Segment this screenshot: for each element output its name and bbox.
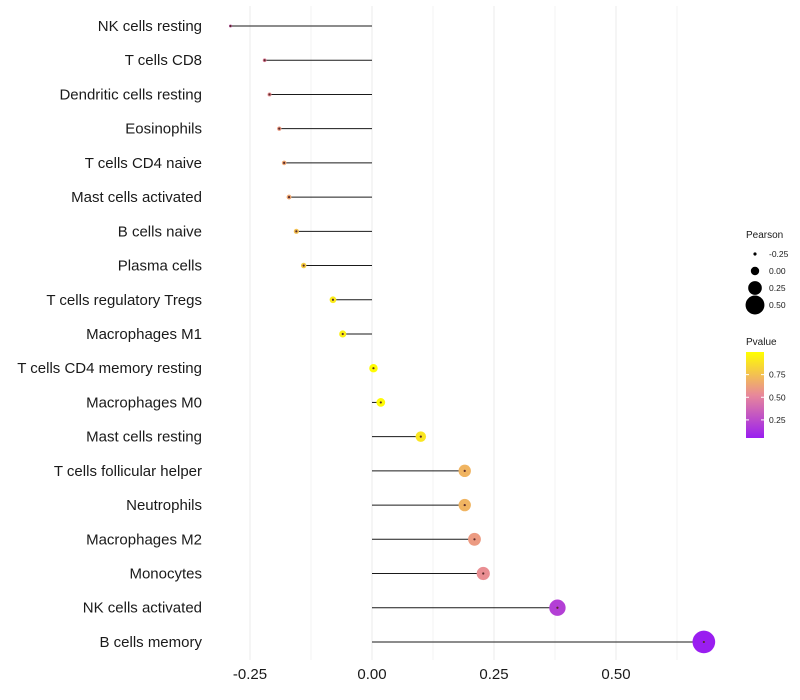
size-legend-dot xyxy=(753,252,757,256)
category-label: B cells memory xyxy=(99,634,202,651)
size-legend-label: 0.50 xyxy=(769,300,786,310)
size-legend-dot xyxy=(745,295,765,315)
category-label: Macrophages M0 xyxy=(86,394,202,411)
category-label: T cells follicular helper xyxy=(54,463,202,480)
category-label: Plasma cells xyxy=(118,258,202,275)
size-legend-label: -0.25 xyxy=(769,249,789,259)
category-label: Eosinophils xyxy=(125,121,202,138)
lollipop-point-center xyxy=(268,93,271,96)
category-labels: NK cells resting T cells CD8 Dendritic cel… xyxy=(17,18,202,651)
color-legend-label: 0.25 xyxy=(769,415,786,425)
color-legend-label: 0.75 xyxy=(769,370,786,380)
category-label: T cells regulatory Tregs xyxy=(46,292,202,309)
category-label: Monocytes xyxy=(129,566,202,583)
lollipop-point-center xyxy=(341,332,344,336)
category-label: NK cells resting xyxy=(98,18,202,35)
color-legend: Pvalue 0.75 0.50 0.25 xyxy=(746,337,786,438)
lollipop-point-center xyxy=(556,606,559,609)
lollipop-point-center xyxy=(419,435,422,438)
color-legend-label: 0.50 xyxy=(769,392,786,402)
x-axis-ticks: -0.25 0.00 0.25 0.50 xyxy=(233,666,631,683)
lollipop-point-center xyxy=(302,264,305,267)
lollipop-point-center xyxy=(278,127,281,130)
lollipop-point-center xyxy=(372,367,375,370)
color-legend-bar xyxy=(746,352,764,438)
category-label: Macrophages M2 xyxy=(86,531,202,548)
category-label: Dendritic cells resting xyxy=(59,86,202,103)
x-tick-label: 0.25 xyxy=(479,666,508,683)
category-label: T cells CD4 naive xyxy=(85,155,202,172)
size-legend: Pearson -0.25 0.00 0.25 0.50 xyxy=(745,230,789,315)
category-label: NK cells activated xyxy=(83,600,202,617)
category-label: T cells CD8 xyxy=(125,52,202,69)
category-label: Mast cells activated xyxy=(71,189,202,206)
size-legend-label: 0.00 xyxy=(769,266,786,276)
category-label: T cells CD4 memory resting xyxy=(17,360,202,377)
lollipop-point-center xyxy=(463,503,466,507)
size-legend-dot xyxy=(748,281,762,295)
lollipop-point-center xyxy=(463,469,466,472)
lollipop-point-center xyxy=(379,401,382,404)
lollipop-point-center xyxy=(283,161,286,164)
size-legend-title: Pearson xyxy=(746,230,783,241)
color-legend-title: Pvalue xyxy=(746,337,777,348)
lollipop-stems xyxy=(230,25,704,643)
lollipop-point-center xyxy=(473,538,476,541)
x-tick-label: 0.50 xyxy=(601,666,630,683)
category-label: Macrophages M1 xyxy=(86,326,202,343)
lollipop-point-center xyxy=(331,298,335,301)
x-tick-label: 0.00 xyxy=(357,666,386,683)
lollipop-point-center xyxy=(702,640,705,644)
lollipop-point-center xyxy=(229,24,232,28)
x-tick-label: -0.25 xyxy=(233,666,267,683)
lollipop-point-center xyxy=(287,196,291,199)
lollipop-point-center xyxy=(263,59,266,62)
grid-lines xyxy=(249,6,678,660)
lollipop-points xyxy=(228,24,716,654)
category-label: B cells naive xyxy=(118,223,202,240)
category-label: Neutrophils xyxy=(126,497,202,514)
size-legend-dot xyxy=(750,266,760,276)
lollipop-point-center xyxy=(482,572,485,575)
lollipop-point-center xyxy=(295,230,298,233)
category-label: Mast cells resting xyxy=(86,429,202,446)
size-legend-label: 0.25 xyxy=(769,283,786,293)
